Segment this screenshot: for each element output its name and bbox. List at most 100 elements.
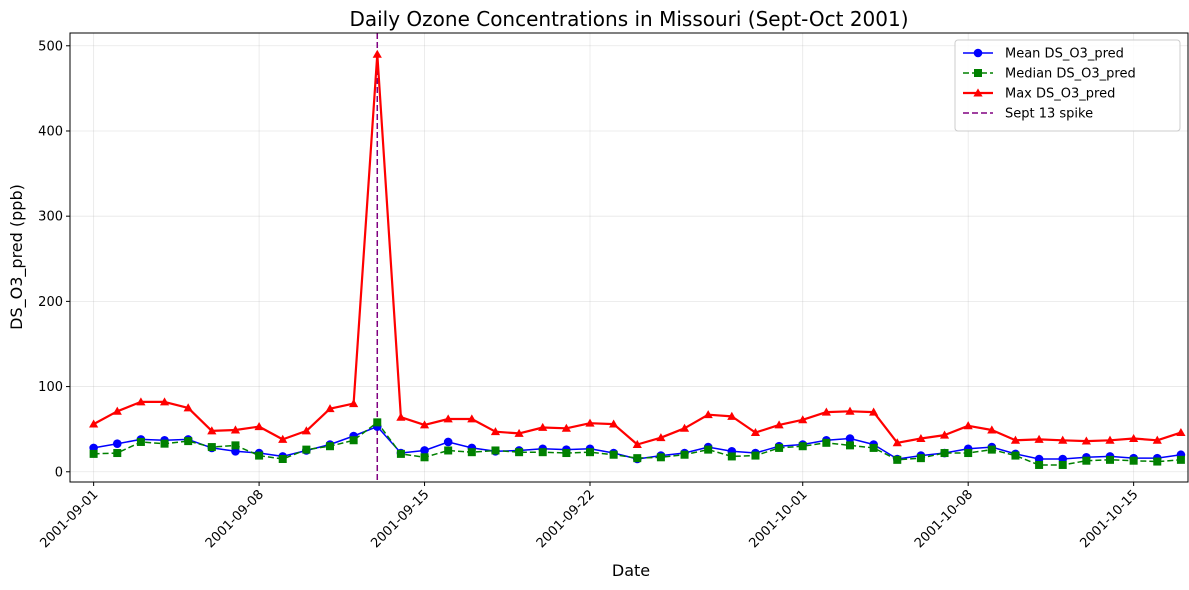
data-point [373, 418, 382, 427]
data-point [467, 414, 477, 423]
data-point [727, 411, 737, 420]
data-point [987, 445, 996, 454]
data-point [939, 430, 950, 439]
data-point [869, 407, 879, 416]
y-tick-label: 300 [38, 210, 63, 225]
data-point [1058, 460, 1067, 469]
data-point [136, 437, 145, 446]
data-point [515, 448, 524, 457]
data-point [750, 427, 761, 437]
legend-marker [973, 48, 983, 58]
data-point [278, 434, 288, 443]
chart-title: Daily Ozone Concentrations in Missouri (… [349, 7, 908, 31]
data-point [1105, 435, 1115, 444]
data-point [349, 399, 359, 408]
data-point [822, 438, 831, 447]
data-point [112, 406, 122, 415]
data-point [230, 425, 241, 434]
data-point [703, 410, 713, 419]
data-point [775, 443, 784, 452]
data-point [585, 418, 595, 427]
data-point [1152, 435, 1162, 444]
data-point [1153, 457, 1162, 466]
y-tick-label: 0 [55, 465, 63, 480]
data-point [632, 439, 642, 448]
series-line [93, 421, 1181, 466]
data-point [1081, 436, 1091, 445]
data-point [443, 437, 453, 447]
y-tick-label: 400 [38, 124, 63, 139]
data-point [255, 451, 264, 460]
data-point [940, 449, 949, 458]
data-point [1129, 433, 1139, 442]
data-point [467, 448, 476, 457]
legend: Mean DS_O3_pred Median DS_O3_pred Max DS_O… [954, 39, 1181, 132]
data-point [679, 423, 690, 432]
legend-label: Max DS_O3_pred [1005, 87, 1115, 102]
data-point [1010, 435, 1021, 444]
data-point [727, 452, 736, 461]
data-point [798, 442, 807, 451]
data-point [349, 436, 358, 445]
data-point [821, 407, 831, 416]
data-point [963, 421, 973, 430]
data-point [774, 420, 784, 429]
y-tick-label: 100 [38, 380, 63, 395]
data-point [184, 437, 193, 446]
data-point [302, 445, 311, 454]
data-point [1034, 434, 1044, 443]
data-point [443, 414, 453, 423]
legend-label: Mean DS_O3_pred [1005, 47, 1124, 62]
data-point [561, 423, 571, 432]
data-point [420, 453, 429, 462]
data-point [278, 454, 287, 463]
series-2 [89, 49, 1186, 448]
data-point [254, 422, 264, 431]
data-point [514, 428, 524, 437]
data-point [893, 455, 902, 464]
data-point [1082, 456, 1091, 465]
series-1 [89, 418, 1185, 469]
data-point [183, 403, 193, 412]
data-point [538, 422, 548, 431]
data-point [136, 397, 146, 406]
data-point [845, 406, 855, 415]
data-point [207, 426, 217, 435]
data-point [1176, 455, 1185, 464]
data-point [159, 397, 170, 406]
data-point [490, 427, 501, 436]
data-point [396, 412, 406, 421]
data-point [845, 434, 855, 443]
data-point [396, 449, 405, 458]
data-point [444, 446, 453, 455]
data-point [656, 453, 665, 462]
data-point [916, 454, 925, 463]
data-point [892, 438, 902, 447]
data-point [656, 433, 666, 442]
data-point [916, 433, 926, 442]
plot-frame [69, 32, 1189, 483]
data-point [113, 449, 122, 458]
data-point [419, 420, 430, 429]
data-point [633, 454, 642, 463]
y-axis-label: DS_O3_pred (ppb) [7, 184, 27, 330]
data-point [846, 441, 854, 450]
data-point [798, 415, 808, 424]
data-point [89, 419, 99, 428]
data-point [1058, 435, 1068, 444]
data-point [491, 446, 500, 455]
data-point [207, 443, 216, 452]
data-point [420, 446, 429, 455]
data-point [609, 450, 618, 459]
data-point [704, 445, 713, 454]
legend-marker [974, 69, 982, 77]
data-point [538, 448, 547, 457]
data-point [562, 449, 571, 458]
data-point [869, 443, 878, 452]
data-point [112, 439, 122, 448]
y-tick-label: 500 [38, 39, 63, 54]
grid-layer [70, 33, 1188, 482]
x-axis-label: Date [612, 561, 650, 580]
data-point [987, 425, 997, 434]
